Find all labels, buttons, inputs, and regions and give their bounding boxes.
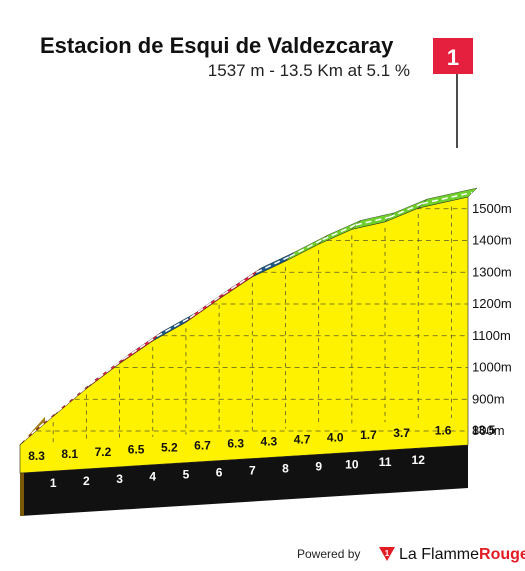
gradient-label: 1.7 [360,428,377,442]
km-marker-label: 3 [116,472,123,486]
km-marker-label: 10 [345,457,359,471]
km-marker-label: 9 [315,459,322,473]
flamme-rouge-logo: 1 [379,547,395,561]
km-gridlines [52,206,452,443]
altitude-tick-label: 1500m [472,201,512,216]
gradient-label: 3.7 [393,426,410,440]
gradient-label: 4.3 [261,434,278,448]
gradient-label: 6.3 [227,437,244,451]
powered-by-label: Powered by [297,547,360,561]
altitude-tick-label: 1400m [472,233,512,248]
altitude-tick-label: 1000m [472,360,512,375]
total-distance-label: 13.5 [472,423,496,437]
flag-number: 1 [447,45,459,70]
km-marker-label: 8 [282,461,289,475]
ribbon-centerline [56,383,91,413]
ribbon-centerline [388,202,423,219]
ribbon-centerline [23,411,58,441]
ribbon-centerline [322,224,357,241]
altitude-gridlines [36,208,468,432]
ribbon-centerline [89,358,125,385]
climb-summary: 1537 m - 13.5 Km at 5.1 % [208,61,410,80]
profile-base-front [20,445,468,516]
gradient-ribbon [19,187,478,445]
ribbon-centerline [355,216,390,226]
gradient-label: 8.1 [61,447,78,461]
ribbon-centerline [222,271,257,296]
gradient-label: 7.2 [95,445,112,459]
km-marker-label: 6 [216,466,223,480]
svg-text:1: 1 [385,549,390,558]
km-marker-label: 1 [50,476,57,490]
altitude-tick-label: 900m [472,391,505,406]
gradient-label: 1.6 [435,424,452,438]
summit-flag: 1 [433,38,473,148]
ribbon-centerline [156,317,191,338]
gradient-label: 4.7 [294,432,311,446]
gradient-label: 4.0 [327,430,344,444]
km-marker-label: 4 [149,470,156,484]
chart-labels: 800m 900m 1000m 1100m 1200m 1300m 1400m 1500m 8.… [28,201,512,490]
ribbon-centerline [123,335,158,360]
ribbon-centerline [422,191,473,205]
flag-banner [433,38,473,74]
gradient-label: 6.5 [128,443,145,457]
km-marker-label: 2 [83,474,90,488]
ribbon-centerline [189,293,224,319]
gradient-label: 5.2 [161,441,178,455]
km-marker-label: 12 [412,453,426,467]
km-marker-label: 5 [183,468,190,482]
brand-name: La FlammeRouge [399,546,525,563]
altitude-tick-label: 1300m [472,264,512,279]
altitude-tick-label: 800m [472,423,505,438]
km-marker-label: 11 [379,455,392,469]
ribbon-centerline [255,255,290,274]
gradient-label: 8.3 [28,449,45,463]
km-marker-label: 7 [249,463,256,477]
page-title: Estacion de Esqui de Valdezcaray [40,33,394,58]
ribbon-centerline [289,238,324,258]
altitude-tick-label: 1200m [472,296,512,311]
altitude-tick-label: 1100m [472,328,511,343]
flamme-rouge-icon [379,547,395,561]
gradient-label: 6.7 [194,439,211,453]
